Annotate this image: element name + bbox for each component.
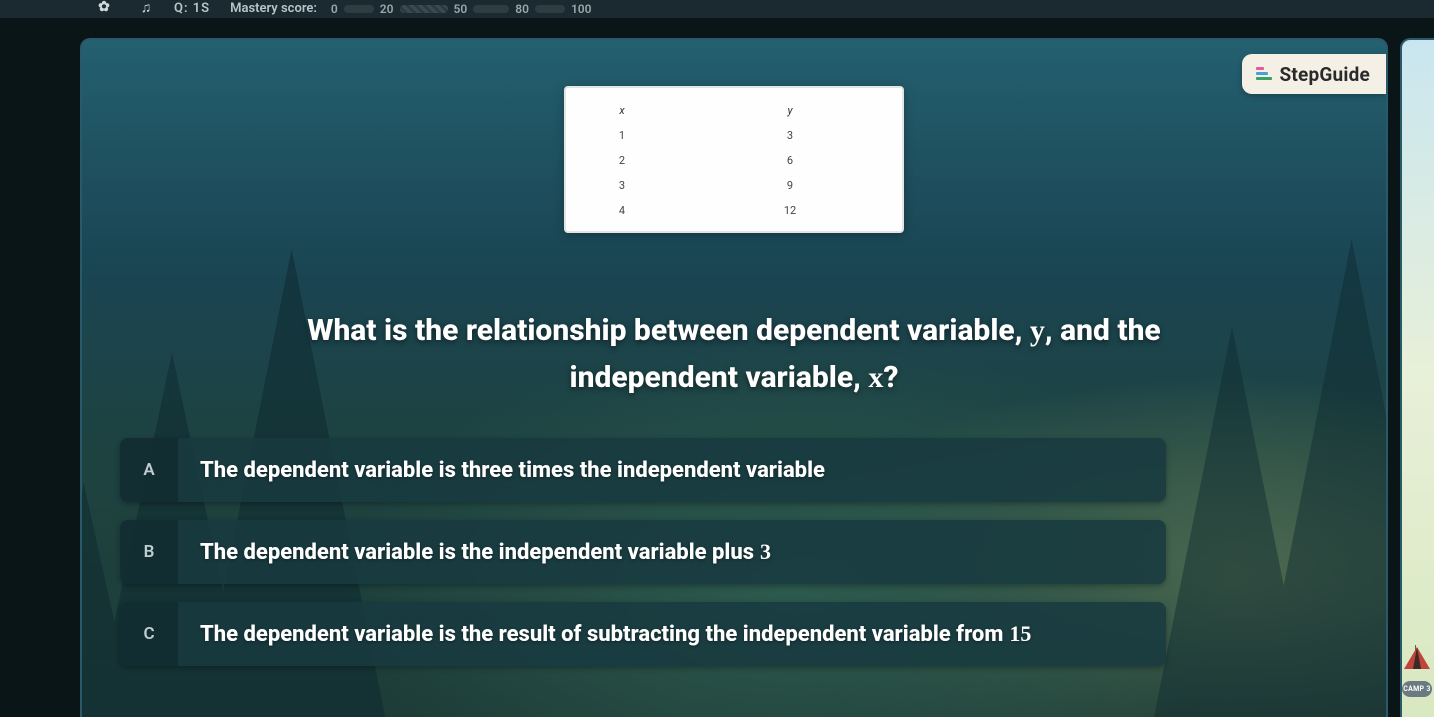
answer-letter: A <box>120 438 178 502</box>
mastery-tick: 50 <box>454 2 468 16</box>
table-header: x <box>566 98 678 123</box>
answer-text: The dependent variable is three times th… <box>178 438 1166 502</box>
question-text: What is the relationship between depende… <box>82 308 1386 401</box>
table-row: 13 <box>566 123 902 148</box>
variable-x: x <box>868 361 883 394</box>
tent-icon <box>1402 645 1432 671</box>
music-icon[interactable]: ♫ <box>132 0 160 16</box>
mastery-tick: 80 <box>515 2 529 16</box>
data-table-card: x y 13 26 39 412 <box>564 86 904 233</box>
right-side-panel: CAMP 3 <box>1400 38 1434 717</box>
top-bar: ✿ ♫ Q: 1S Mastery score: 0 20 50 80 100 <box>0 0 1434 18</box>
camp-badge: CAMP 3 <box>1402 681 1432 697</box>
answer-list: A The dependent variable is three times … <box>120 438 1166 666</box>
answer-option-b[interactable]: B The dependent variable is the independ… <box>120 520 1166 584</box>
mastery-progress-bar: 0 20 50 80 100 <box>331 2 592 16</box>
table-header-row: x y <box>566 98 902 123</box>
mastery-tick: 100 <box>571 2 592 16</box>
question-indicator: Q: 1S <box>174 1 210 16</box>
stepguide-icon <box>1256 67 1272 81</box>
step-guide-label: StepGuide <box>1280 63 1370 86</box>
answer-letter: B <box>120 520 178 584</box>
mastery-segment <box>400 5 448 13</box>
answer-option-a[interactable]: A The dependent variable is three times … <box>120 438 1166 502</box>
answer-letter: C <box>120 602 178 666</box>
table-row: 26 <box>566 148 902 173</box>
mastery-tick: 0 <box>331 2 338 16</box>
answer-text: The dependent variable is the result of … <box>178 602 1166 666</box>
mastery-tick: 20 <box>380 2 394 16</box>
answer-option-c[interactable]: C The dependent variable is the result o… <box>120 602 1166 666</box>
table-row: 39 <box>566 173 902 198</box>
mastery-segment <box>344 5 374 13</box>
step-guide-button[interactable]: StepGuide <box>1242 54 1386 94</box>
table-header: y <box>678 98 902 123</box>
mastery-score-label: Mastery score: <box>230 1 317 16</box>
answer-text: The dependent variable is the independen… <box>178 520 1166 584</box>
mastery-segment <box>473 5 509 13</box>
question-stage: StepGuide x y 13 26 39 412 What is the r… <box>80 38 1388 717</box>
data-table: x y 13 26 39 412 <box>566 98 902 223</box>
mastery-segment <box>535 5 565 13</box>
settings-icon[interactable]: ✿ <box>90 0 118 16</box>
variable-y: y <box>1030 314 1045 347</box>
table-row: 412 <box>566 198 902 223</box>
